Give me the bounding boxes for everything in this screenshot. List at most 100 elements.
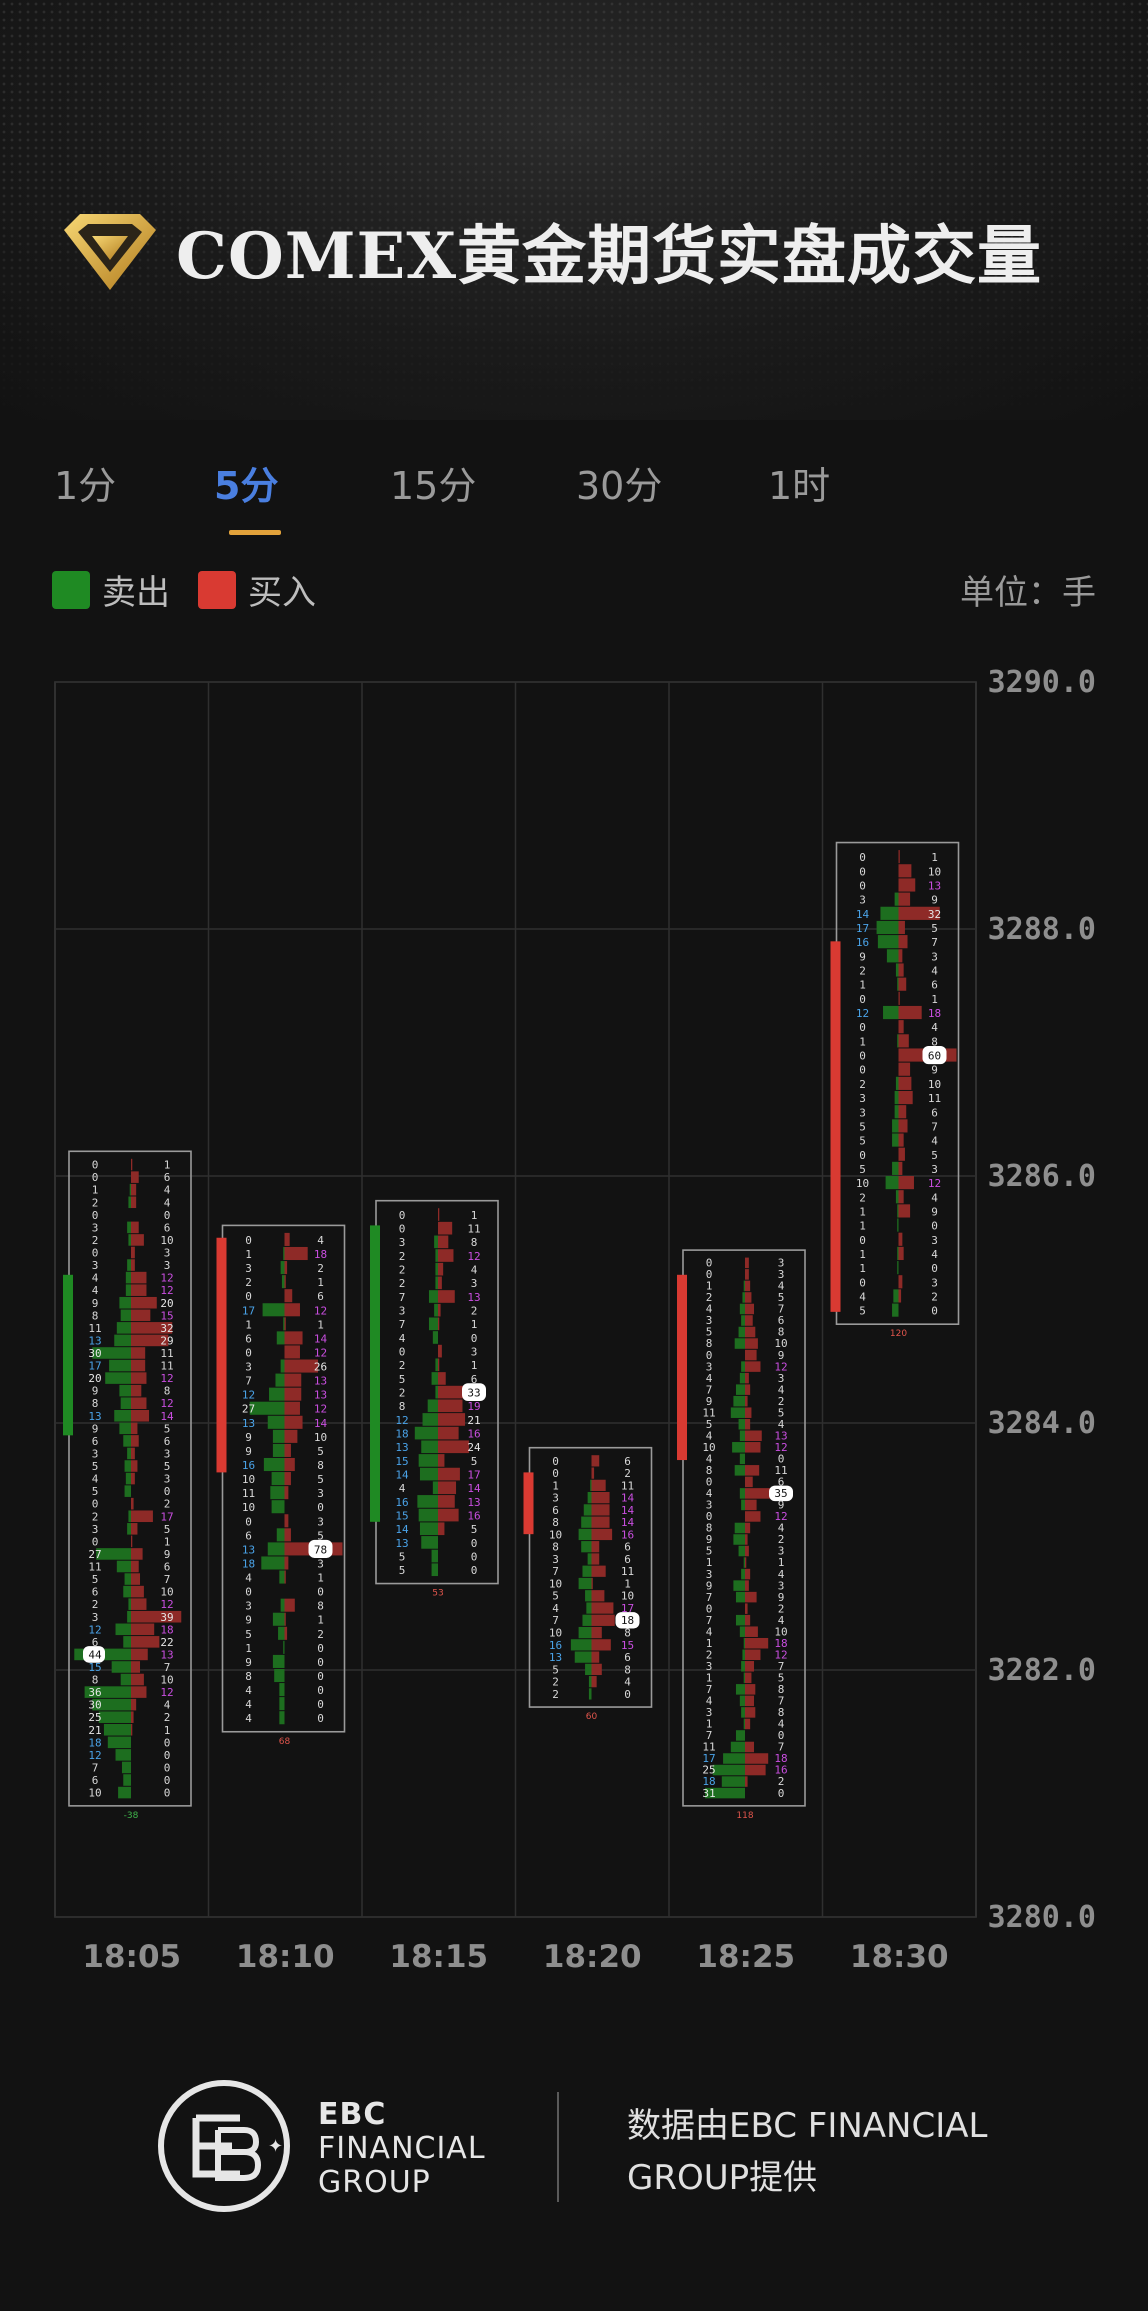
buy-volume-bar	[131, 1259, 135, 1271]
sell-volume-label: 44	[88, 1648, 102, 1661]
sell-volume-bar	[127, 1447, 131, 1460]
buy-volume-label: 7	[931, 1120, 938, 1133]
sell-volume-label: 6	[245, 1332, 252, 1345]
buy-volume-label: 1	[624, 1577, 631, 1590]
sell-volume-label: 5	[92, 1485, 99, 1498]
sell-volume-label: 0	[552, 1467, 559, 1480]
buy-volume-bar	[745, 1672, 752, 1684]
buy-volume-label: 5	[164, 1523, 171, 1536]
sell-volume-label: 3	[245, 1600, 252, 1613]
sell-volume-bar	[120, 1673, 131, 1686]
buy-volume-label: 1	[317, 1276, 324, 1289]
sell-volume-bar	[738, 1418, 745, 1430]
buy-volume-label: 9	[778, 1591, 785, 1604]
buy-volume-bar	[898, 1161, 903, 1175]
tab-1min[interactable]: 1分	[54, 464, 117, 508]
tab-15min[interactable]: 15分	[390, 464, 477, 508]
sell-volume-bar	[283, 1317, 285, 1331]
buy-volume-label: 11	[160, 1347, 173, 1360]
buy-volume-label: 1	[471, 1359, 478, 1372]
buy-volume-bar	[131, 1384, 142, 1397]
sell-volume-label: 1	[859, 1262, 866, 1275]
buy-volume-bar	[745, 1292, 752, 1303]
sell-volume-label: 4	[245, 1712, 252, 1725]
sell-volume-bar	[278, 1626, 285, 1640]
buy-volume-label: 3	[471, 1346, 478, 1359]
sell-volume-label: 10	[242, 1473, 255, 1486]
buy-volume-label: 7	[164, 1573, 171, 1586]
sell-volume-bar	[585, 1590, 592, 1602]
sell-volume-bar	[123, 1585, 131, 1598]
sell-volume-label: 5	[859, 1120, 866, 1133]
buy-volume-label: 5	[778, 1672, 785, 1685]
sell-volume-bar	[125, 1284, 131, 1296]
sell-volume-label: 0	[859, 1276, 866, 1289]
sell-volume-bar	[734, 1522, 745, 1534]
buy-volume-label: 17	[621, 1602, 634, 1615]
sell-volume-label: 6	[552, 1504, 559, 1517]
tab-30min[interactable]: 30分	[576, 464, 663, 508]
sell-volume-label: 0	[245, 1234, 252, 1247]
sell-volume-label: 4	[706, 1695, 713, 1708]
sell-volume-label: 5	[706, 1418, 713, 1431]
buy-volume-bar	[745, 1603, 748, 1614]
buy-volume-label: 12	[774, 1360, 787, 1373]
sell-volume-label: 5	[552, 1590, 559, 1603]
candle-body	[63, 1274, 73, 1436]
buy-volume-label: 6	[164, 1561, 171, 1574]
candle-body	[830, 941, 841, 1312]
buy-volume-bar	[284, 1303, 300, 1317]
buy-volume-label: 4	[164, 1184, 171, 1197]
sell-volume-label: 8	[92, 1397, 99, 1410]
buy-volume-label: 5	[778, 1406, 785, 1419]
buy-volume-label: 4	[931, 1248, 938, 1261]
sell-volume-label: 2	[859, 1191, 866, 1204]
sell-volume-label: 10	[88, 1787, 101, 1800]
sell-volume-bar	[570, 1639, 592, 1651]
sell-volume-label: 6	[92, 1586, 99, 1599]
tab-1hour[interactable]: 1时	[768, 464, 831, 508]
sell-volume-label: 0	[245, 1515, 252, 1528]
buy-volume-bar	[745, 1591, 757, 1603]
sell-volume-bar	[741, 1361, 745, 1372]
buy-volume-bar	[438, 1303, 441, 1317]
buy-volume-label: 0	[931, 1220, 938, 1233]
buy-volume-label: 12	[160, 1272, 173, 1285]
sell-volume-bar	[877, 935, 899, 949]
footer: ✦ EBC FINANCIAL GROUP 数据由EBC FINANCIAL G…	[0, 2070, 1148, 2230]
buy-volume-bar	[131, 1648, 148, 1661]
legend-buy: 买入	[198, 565, 316, 614]
buy-volume-label: 4	[164, 1699, 171, 1712]
buy-volume-label: 6	[931, 1106, 938, 1119]
buy-volume-bar	[898, 1105, 907, 1119]
sell-volume-label: 0	[706, 1268, 713, 1281]
sell-volume-bar	[116, 1322, 131, 1334]
sell-volume-bar	[419, 1467, 438, 1481]
sell-volume-bar	[435, 1249, 438, 1262]
sell-volume-label: 0	[706, 1510, 713, 1523]
buy-volume-bar	[284, 1331, 303, 1345]
sell-volume-label: 4	[245, 1684, 252, 1697]
buy-volume-label: 0	[317, 1670, 324, 1683]
sell-volume-label: 1	[859, 1220, 866, 1233]
sell-volume-bar	[897, 1204, 899, 1218]
buy-volume-label: 1	[317, 1318, 324, 1331]
sell-volume-bar	[128, 1598, 131, 1610]
sell-volume-label: 2	[92, 1196, 99, 1209]
buy-volume-bar	[898, 892, 911, 906]
tab-5min[interactable]: 5分	[214, 464, 279, 508]
sell-volume-bar	[115, 1623, 131, 1636]
sell-volume-label: 7	[706, 1383, 713, 1396]
sell-volume-label: 3	[706, 1314, 713, 1327]
sell-volume-label: 12	[88, 1749, 101, 1762]
active-tab-underline	[229, 530, 281, 535]
sell-volume-bar	[427, 1399, 438, 1413]
sell-volume-label: 7	[92, 1761, 99, 1774]
buy-volume-label: 16	[774, 1764, 787, 1777]
buy-volume-bar	[745, 1315, 753, 1326]
buy-volume-label: 12	[774, 1441, 787, 1454]
sell-volume-label: 0	[859, 851, 866, 864]
sell-volume-label: 8	[399, 1400, 406, 1413]
sell-volume-label: 13	[395, 1537, 408, 1550]
sell-volume-label: 3	[552, 1492, 559, 1505]
